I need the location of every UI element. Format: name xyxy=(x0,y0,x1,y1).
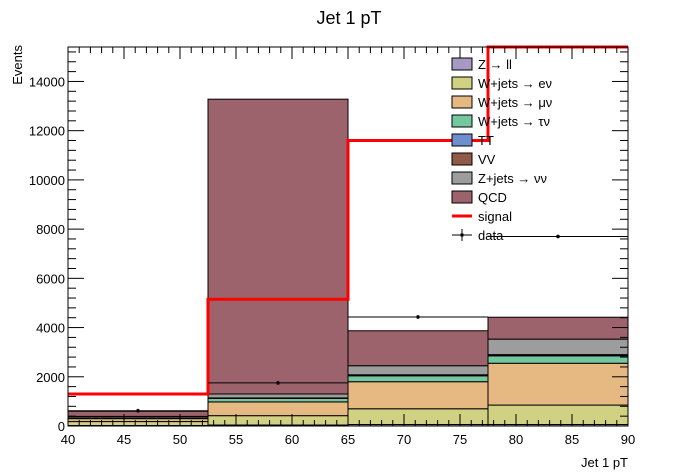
bar-qcd-bin-3 xyxy=(347,330,489,367)
y-axis-label: Events xyxy=(10,45,25,85)
data-point-4 xyxy=(556,235,560,238)
stacked-bars xyxy=(67,98,629,427)
bar-w-jets-bin-2 xyxy=(207,401,349,417)
legend-label-qcd: QCD xyxy=(478,190,507,205)
bar-w-jets-bin-4 xyxy=(487,362,629,406)
legend-label-z-jets: Z+jets → νν xyxy=(478,171,547,186)
x-tick-label: 60 xyxy=(285,432,299,447)
legend-label-w-jets-e: W+jets → eν xyxy=(478,76,552,91)
x-tick-label: 65 xyxy=(341,432,355,447)
x-tick-label: 75 xyxy=(453,432,467,447)
legend-label-tt: TT xyxy=(478,133,494,148)
x-axis-label: Jet 1 pT xyxy=(581,455,628,470)
legend-swatch-vv xyxy=(451,152,473,166)
legend-swatch-tt xyxy=(451,133,473,147)
legend-swatch-w-jets xyxy=(451,95,473,109)
y-tick-label: 10000 xyxy=(29,173,65,188)
legend-label-data: data xyxy=(478,228,504,243)
signal-line xyxy=(68,45,628,396)
legend-swatch-w-jets-e xyxy=(451,76,473,90)
bar-w-jets-bin-3 xyxy=(347,375,489,383)
legend-swatch-qcd xyxy=(451,190,473,204)
x-tick-label: 50 xyxy=(173,432,187,447)
bar-w-jets-e-bin-3 xyxy=(347,408,489,426)
bar-w-jets-e-bin-4 xyxy=(487,404,629,426)
x-tick-label: 40 xyxy=(61,432,75,447)
y-tick-label: 4000 xyxy=(36,321,65,336)
data-points xyxy=(68,234,628,413)
y-tick-label: 12000 xyxy=(29,124,65,139)
bar-w-jets-e-bin-1 xyxy=(67,421,209,427)
legend-label-z-ll: Z → ll xyxy=(478,57,512,72)
bar-w-jets-bin-2 xyxy=(207,397,349,403)
x-tick-label: 45 xyxy=(117,432,131,447)
legend-label-signal: signal xyxy=(478,209,512,224)
legend-label-w-jets: W+jets → τν xyxy=(478,114,550,129)
y-tick-label: 8000 xyxy=(36,222,65,237)
chart-title: Jet 1 pT xyxy=(316,8,381,28)
bar-w-jets-bin-3 xyxy=(347,381,489,410)
x-tick-label: 85 xyxy=(565,432,579,447)
x-tick-label: 55 xyxy=(229,432,243,447)
bar-w-jets-bin-4 xyxy=(487,355,629,364)
legend: Z → ll W+jets → eν W+jets → μν W+jets → τν T… xyxy=(451,57,552,243)
legend-label-vv: VV xyxy=(478,152,496,167)
y-tick-label: 6000 xyxy=(36,271,65,286)
bar-qcd-bin-4 xyxy=(487,316,629,340)
x-tick-label: 90 xyxy=(621,432,635,447)
bar-z-jets-bin-2 xyxy=(207,393,349,399)
data-point-2 xyxy=(276,381,280,385)
axes: 40 45 50 55 60 65 70 75 80 85 90 0 2000 4000 6000 8000 1… xyxy=(29,47,635,447)
bar-w-jets-e-bin-2 xyxy=(207,415,349,426)
bar-z-jets-bin-4 xyxy=(487,338,629,356)
x-tick-label: 70 xyxy=(397,432,411,447)
y-tick-label: 0 xyxy=(58,419,65,434)
legend-marker-data xyxy=(460,233,464,237)
bar-z-jets-bin-3 xyxy=(347,365,489,376)
signal-step-line xyxy=(68,45,628,396)
legend-swatch-z-jets xyxy=(451,171,473,185)
data-point-3 xyxy=(416,315,420,319)
bar-qcd-bin-2 xyxy=(207,98,349,395)
legend-label-w-jets: W+jets → μν xyxy=(478,95,552,110)
data-point-1 xyxy=(136,409,140,413)
legend-swatch-w-jets xyxy=(451,114,473,128)
y-tick-label: 2000 xyxy=(36,370,65,385)
x-tick-label: 80 xyxy=(509,432,523,447)
y-tick-label: 14000 xyxy=(29,74,65,89)
legend-swatch-z-ll xyxy=(451,57,473,71)
